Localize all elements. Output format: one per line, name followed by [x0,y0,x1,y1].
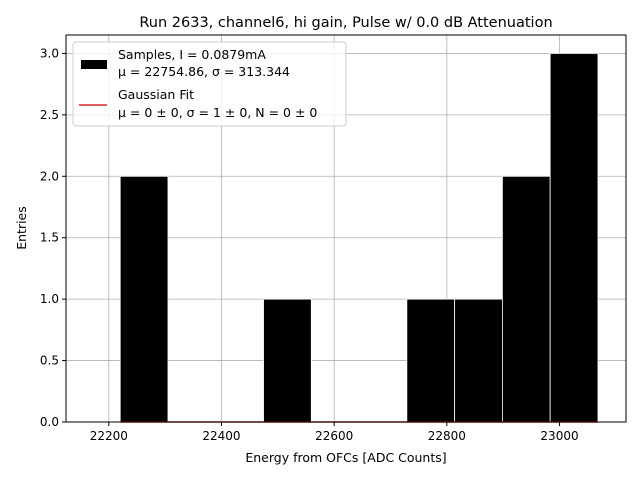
legend-label-fit: Gaussian Fit [118,87,194,102]
y-tick-label-3: 1.5 [40,231,59,245]
y-tick-label-5: 2.5 [40,108,59,122]
y-tick-label-0: 0.0 [40,415,59,429]
y-tick-label-1: 0.5 [40,354,59,368]
x-tick-label-2: 22600 [315,429,353,443]
x-tick-label-4: 23000 [540,429,578,443]
legend-label-fit-stats: μ = 0 ± 0, σ = 1 ± 0, N = 0 ± 0 [118,105,317,120]
x-tick-label-1: 22400 [202,429,240,443]
x-axis-label: Energy from OFCs [ADC Counts] [245,450,446,465]
histogram-bars [119,53,599,423]
y-axis-label: Entries [14,206,29,250]
histogram-bar-7 [454,298,503,423]
x-tick-label-3: 22800 [428,429,466,443]
histogram-bar-6 [406,298,456,423]
histogram-bar-8 [501,175,551,423]
legend-label-samples: Samples, I = 0.0879mA [118,47,266,62]
legend-box [72,41,347,127]
y-tick-label-4: 2.0 [40,169,59,183]
chart-title: Run 2633, channel6, hi gain, Pulse w/ 0.… [139,15,552,31]
legend-swatch-samples [81,60,107,69]
histogram-bar-9 [549,53,599,423]
legend-label-samples-stats: μ = 22754.86, σ = 313.344 [118,64,290,79]
x-tick-label-0: 22200 [90,429,128,443]
y-tick-label-6: 3.0 [40,46,59,60]
x-axis-ticks: 22200 22400 22600 22800 23000 [90,422,579,443]
y-axis-ticks: 0.0 0.5 1.0 1.5 2.0 2.5 3.0 [40,46,66,429]
y-tick-label-2: 1.0 [40,292,59,306]
histogram-bar-3 [263,298,312,423]
legend: Samples, I = 0.0879mA μ = 22754.86, σ = … [72,41,347,127]
axes-frame [65,34,627,423]
histogram-bar-0 [119,175,169,423]
